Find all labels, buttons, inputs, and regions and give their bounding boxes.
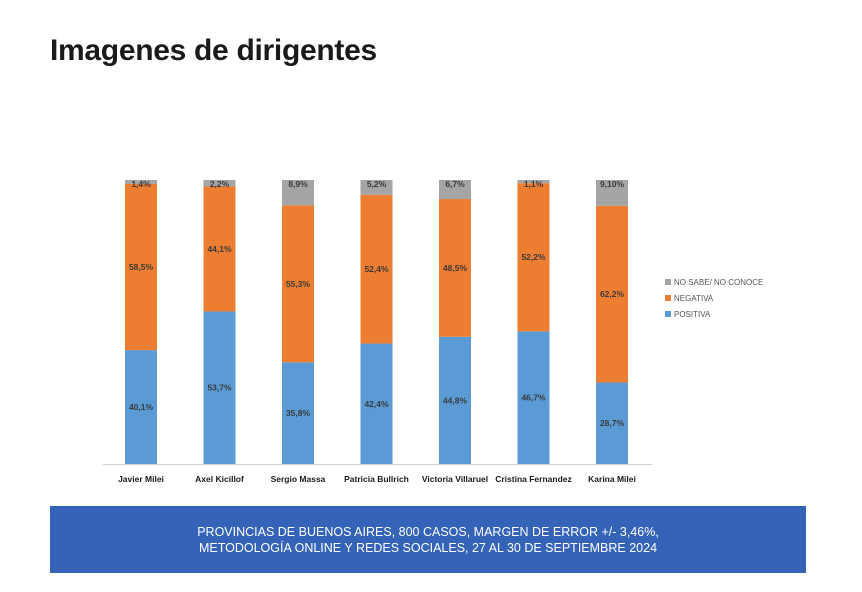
data-label-negativa-javier-milei: 58,5% — [129, 262, 154, 272]
legend-swatch-no-sabe-no-conoce — [665, 279, 671, 285]
data-label-no-sabe-no-conoce-sergio-massa: 8,9% — [288, 179, 308, 189]
category-label-javier-milei: Javier Milei — [118, 474, 164, 484]
bar-no-sabe-no-conoce-victoria-villaruel — [439, 180, 471, 200]
data-label-negativa-patricia-bullrich: 52,4% — [364, 264, 389, 274]
bar-negativa-cristina-fernandez — [517, 183, 550, 332]
legend-swatch-negativa — [665, 295, 671, 301]
bar-positiva-sergio-massa — [282, 362, 314, 464]
legend-swatch-positiva — [665, 311, 671, 317]
bar-positiva-karina-milei — [596, 382, 628, 464]
data-label-positiva-victoria-villaruel: 44,8% — [443, 395, 468, 405]
bars-group — [125, 180, 628, 464]
legend-label-negativa: NEGATIVA — [674, 294, 714, 303]
footer-line-2: METODOLOGÍA ONLINE Y REDES SOCIALES, 27 … — [198, 540, 658, 555]
bar-positiva-patricia-bullrich — [360, 343, 393, 464]
legend-label-no-sabe-no-conoce: NO SABE/ NO CONOCE — [674, 278, 763, 287]
bar-no-sabe-no-conoce-sergio-massa — [282, 180, 314, 206]
data-label-no-sabe-no-conoce-patricia-bullrich: 5,2% — [367, 179, 387, 189]
stacked-bar-chart: 40,1% 58,5% 1,4% 53,7% 44,1% 2,2% 35,8% 55,3% 8,… — [103, 179, 763, 484]
category-label-axel-kicillof: Axel Kicillof — [195, 474, 244, 484]
data-label-no-sabe-no-conoce-axel-kicillof: 2,2% — [210, 179, 230, 189]
data-label-negativa-karina-milei: 62,2% — [600, 289, 625, 299]
data-label-positiva-cristina-fernandez: 46,7% — [521, 393, 546, 403]
page-title: Imagenes de dirigentes — [50, 34, 377, 67]
data-label-positiva-karina-milei: 28,7% — [600, 418, 625, 428]
bar-no-sabe-no-conoce-cristina-fernandez — [517, 180, 550, 184]
category-label-sergio-massa: Sergio Massa — [271, 474, 326, 484]
footer-line-1: PROVINCIAS DE BUENOS AIRES, 800 CASOS, M… — [197, 524, 659, 539]
category-labels-group: Javier Milei Axel Kicillof Sergio Massa Pat… — [118, 474, 636, 484]
bar-positiva-victoria-villaruel — [439, 336, 471, 464]
category-label-victoria-villaruel: Victoria Villaruel — [422, 474, 488, 484]
data-label-negativa-victoria-villaruel: 48,5% — [443, 263, 468, 273]
bar-positiva-javier-milei — [125, 350, 157, 464]
data-label-no-sabe-no-conoce-cristina-fernandez: 1,1% — [524, 179, 544, 189]
data-label-no-sabe-no-conoce-karina-milei: 9,10% — [600, 179, 625, 189]
data-label-no-sabe-no-conoce-victoria-villaruel: 6,7% — [445, 179, 465, 189]
bar-negativa-victoria-villaruel — [439, 199, 471, 337]
data-label-positiva-javier-milei: 40,1% — [129, 402, 154, 412]
bar-negativa-patricia-bullrich — [360, 194, 393, 344]
data-label-negativa-sergio-massa: 55,3% — [286, 279, 311, 289]
bar-labels-group: 40,1% 58,5% 1,4% 53,7% 44,1% 2,2% 35,8% 55,3% 8,… — [129, 179, 625, 428]
bar-negativa-axel-kicillof — [203, 186, 236, 312]
data-label-positiva-axel-kicillof: 53,7% — [207, 383, 232, 393]
category-label-cristina-fernandez: Cristina Fernandez — [495, 474, 572, 484]
legend: NO SABE/ NO CONOCE NEGATIVA POSITIVA — [665, 278, 763, 319]
data-label-no-sabe-no-conoce-javier-milei: 1,4% — [131, 179, 151, 189]
legend-label-positiva: POSITIVA — [674, 310, 711, 319]
data-label-negativa-axel-kicillof: 44,1% — [207, 244, 232, 254]
bar-no-sabe-no-conoce-javier-milei — [125, 180, 157, 184]
bar-positiva-axel-kicillof — [203, 311, 236, 464]
category-label-patricia-bullrich: Patricia Bullrich — [344, 474, 409, 484]
bar-no-sabe-no-conoce-patricia-bullrich — [360, 180, 393, 195]
bar-no-sabe-no-conoce-karina-milei — [596, 180, 628, 206]
bar-no-sabe-no-conoce-axel-kicillof — [203, 180, 236, 187]
data-label-positiva-patricia-bullrich: 42,4% — [364, 399, 389, 409]
bar-negativa-javier-milei — [125, 183, 157, 351]
bar-negativa-sergio-massa — [282, 205, 314, 363]
data-label-positiva-sergio-massa: 35,8% — [286, 408, 311, 418]
footer-banner: PROVINCIAS DE BUENOS AIRES, 800 CASOS, M… — [50, 506, 806, 573]
bar-negativa-karina-milei — [596, 205, 628, 383]
data-label-negativa-cristina-fernandez: 52,2% — [521, 252, 546, 262]
category-label-karina-milei: Karina Milei — [588, 474, 636, 484]
bar-positiva-cristina-fernandez — [517, 331, 550, 464]
